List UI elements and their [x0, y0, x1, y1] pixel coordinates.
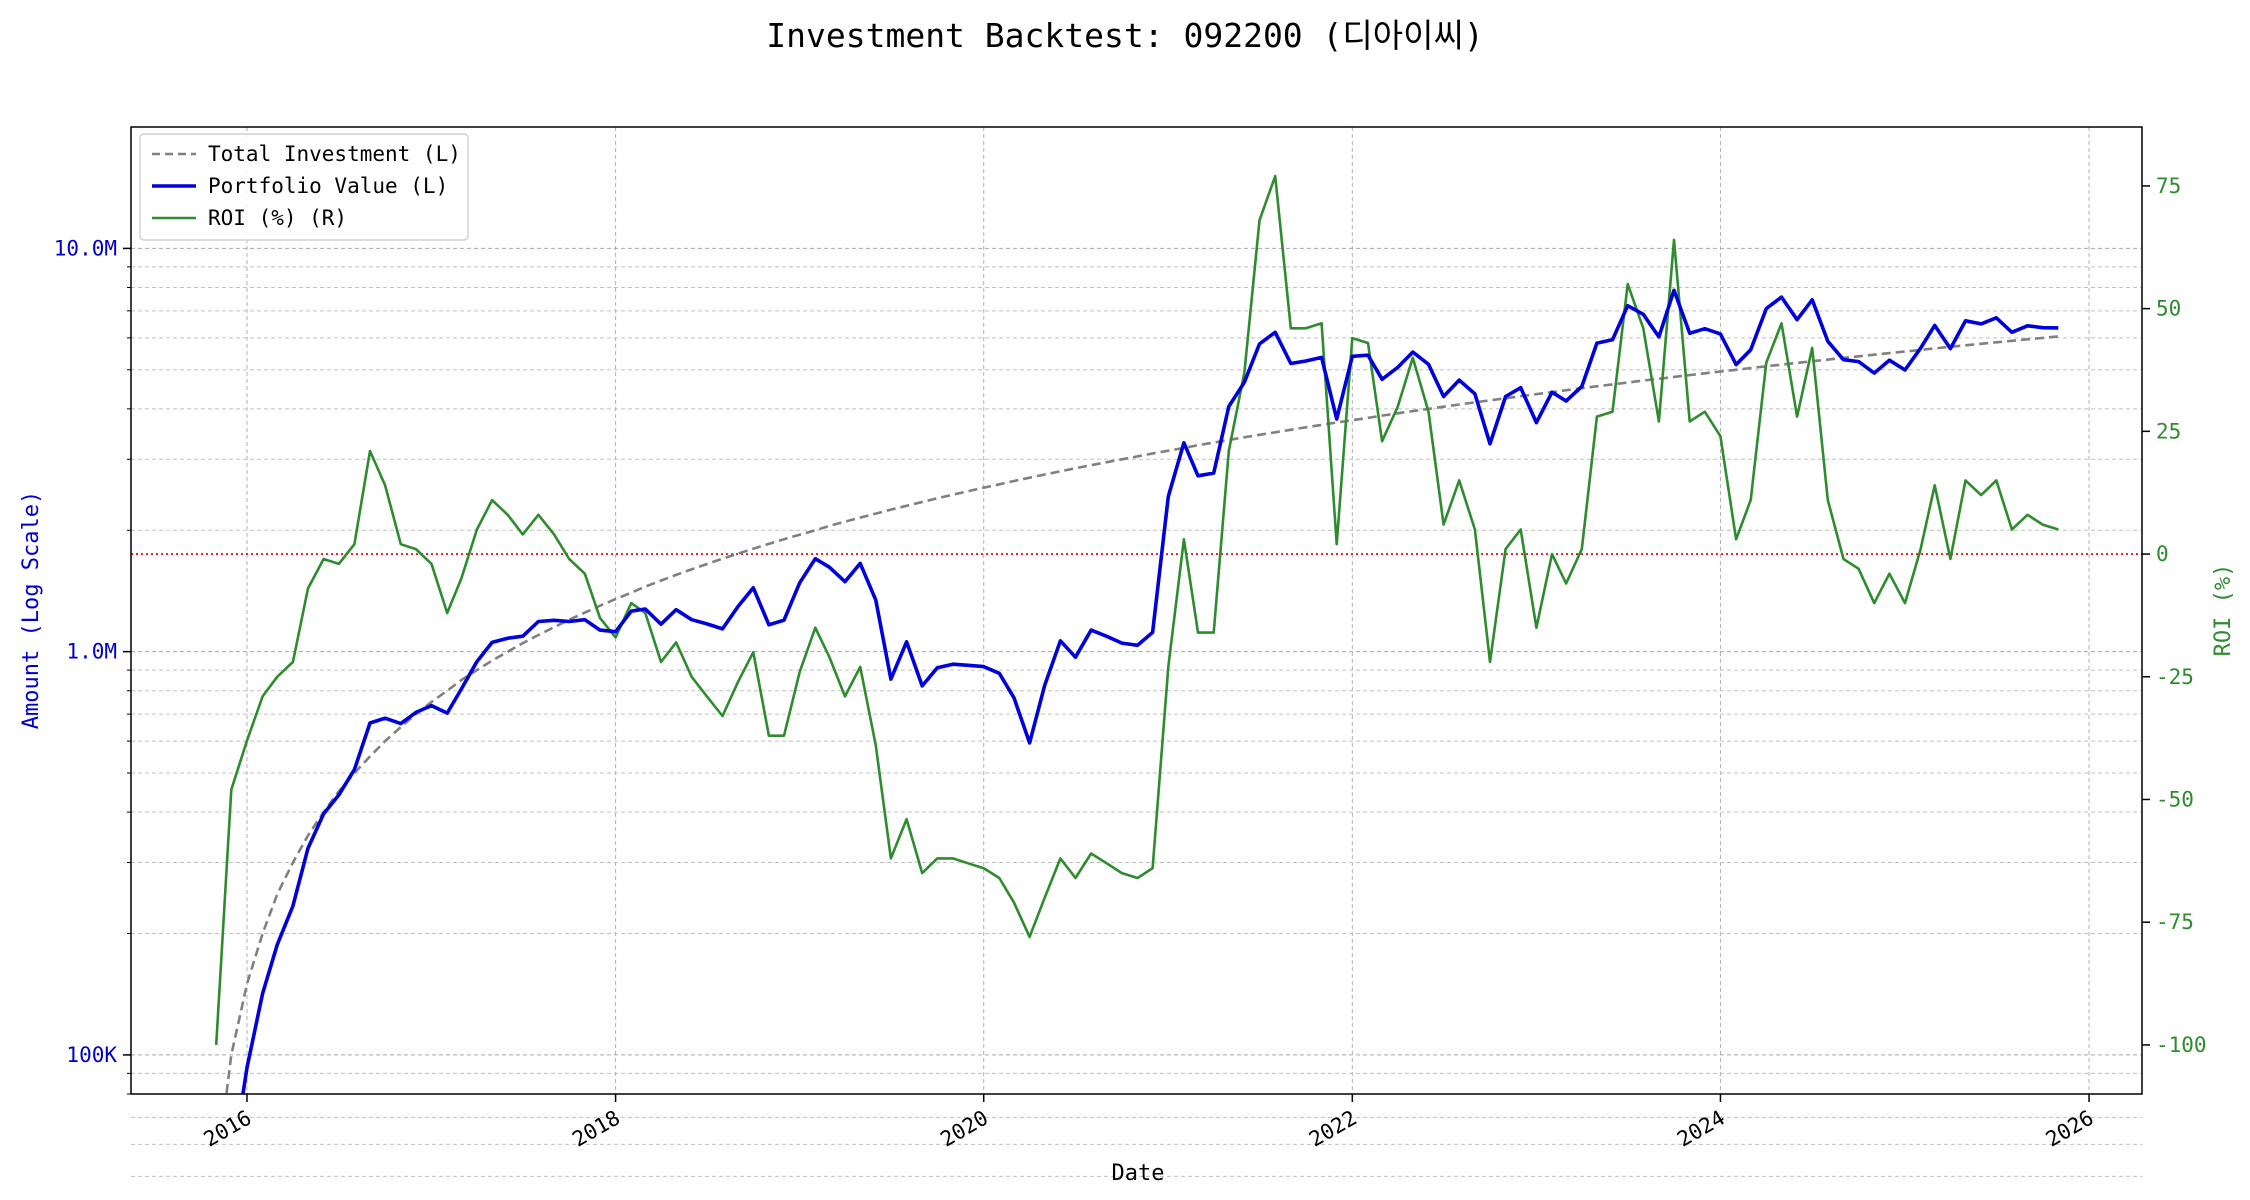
right-axis-label: ROI (%) [2211, 564, 2236, 657]
x-tick-label: 2026 [2042, 1106, 2098, 1152]
plot-frame [130, 126, 2143, 1095]
x-tick-label: 2016 [200, 1106, 256, 1152]
left-axis-ticks: 100K 1.0M 10.0M [54, 236, 131, 1095]
left-axis-label: Amount (Log Scale) [19, 491, 44, 729]
legend-label-roi: ROI (%) (R) [208, 206, 347, 230]
series-layer [214, 174, 2059, 1094]
left-tick-label: 1.0M [66, 640, 117, 664]
right-axis-ticks: 75 50 25 0 -25 -50 -75 -100 [2142, 174, 2207, 1057]
x-axis-ticks: 2016 2018 2020 2022 2024 2026 [200, 1094, 2098, 1152]
series-portfolio-value [241, 288, 2059, 1094]
right-tick-label: -25 [2156, 665, 2194, 689]
chart-title: Investment Backtest: 092200 (디아이씨) [766, 16, 1483, 55]
left-tick-label: 100K [66, 1043, 117, 1067]
left-tick-label: 10.0M [54, 236, 117, 260]
grid-lines [131, 127, 2142, 1177]
right-tick-label: -100 [2156, 1033, 2207, 1057]
legend-box [139, 133, 469, 241]
right-tick-label: 50 [2156, 297, 2181, 321]
right-tick-label: 25 [2156, 419, 2181, 443]
x-axis-label: Date [1112, 1161, 1165, 1186]
right-tick-label: -50 [2156, 787, 2194, 811]
legend-label-portfolio-value: Portfolio Value (L) [208, 174, 448, 198]
series-total-investment [225, 335, 2059, 1094]
right-tick-label: 0 [2156, 542, 2169, 566]
series-roi [214, 174, 2059, 1045]
right-tick-label: 75 [2156, 174, 2181, 198]
legend-label-total-investment: Total Investment (L) [208, 142, 461, 166]
legend: Total Investment (L) Portfolio Value (L)… [139, 133, 469, 241]
right-tick-label: -75 [2156, 910, 2194, 934]
